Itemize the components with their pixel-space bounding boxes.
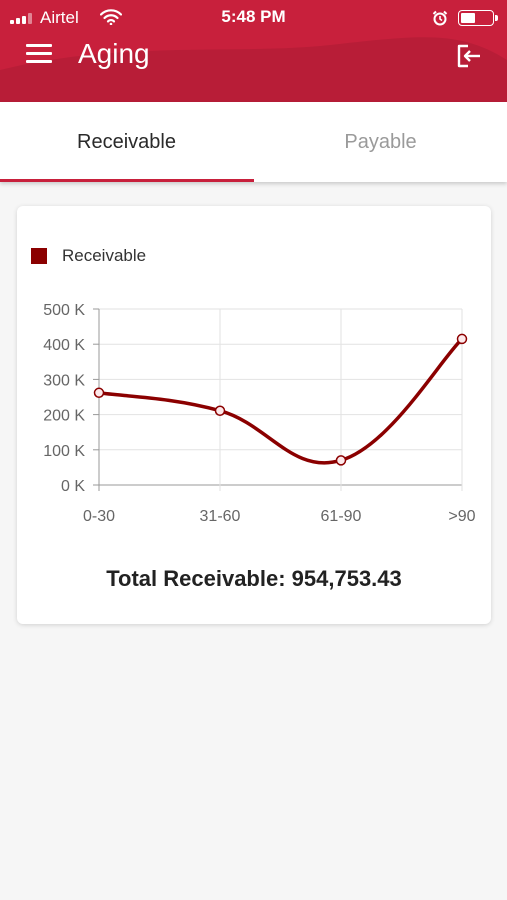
app-bar: Airtel 5:48 PM Aging	[0, 0, 507, 102]
x-tick-label: 31-60	[200, 508, 241, 525]
clock: 5:48 PM	[221, 7, 286, 26]
aging-line-chart: 0 K 100 K 200 K 300 K 400 K 500 K 0-30 31-60 61-…	[43, 302, 475, 525]
y-tick-label: 200 K	[43, 408, 85, 425]
y-tick-label: 500 K	[43, 302, 85, 319]
data-point	[93, 387, 105, 399]
carrier-name: Airtel	[40, 8, 79, 27]
y-tick-label: 300 K	[43, 372, 85, 389]
total-receivable: Total Receivable: 954,753.43	[106, 566, 402, 591]
page-title: Aging	[78, 38, 150, 69]
data-point	[335, 455, 347, 466]
data-point	[456, 333, 468, 345]
tab-bar: Receivable Payable	[0, 102, 507, 182]
x-tick-label: 61-90	[321, 508, 362, 525]
header-background-wave	[0, 37, 507, 102]
y-tick-label: 0 K	[61, 478, 85, 495]
status-bar: Airtel 5:48 PM	[0, 0, 507, 34]
legend-label: Receivable	[62, 246, 147, 265]
x-tick-label: >90	[448, 508, 475, 525]
x-tick-label: 0-30	[83, 508, 115, 525]
y-tick-label: 100 K	[43, 443, 85, 460]
hamburger-menu-icon[interactable]	[26, 44, 52, 64]
signal-strength-icon	[10, 13, 32, 24]
battery-icon	[458, 10, 494, 26]
data-point	[214, 405, 226, 416]
wifi-icon	[100, 9, 122, 25]
chart-legend[interactable]: Receivable	[31, 246, 146, 266]
legend-swatch	[31, 248, 47, 264]
active-tab-indicator	[0, 179, 254, 182]
tab-payable[interactable]: Payable	[344, 130, 417, 153]
logout-icon[interactable]	[455, 42, 483, 70]
tab-receivable[interactable]: Receivable	[77, 130, 176, 153]
series-line	[97, 337, 464, 465]
y-tick-label: 400 K	[43, 337, 85, 354]
battery-tip	[495, 15, 498, 21]
alarm-clock-icon	[432, 10, 448, 26]
